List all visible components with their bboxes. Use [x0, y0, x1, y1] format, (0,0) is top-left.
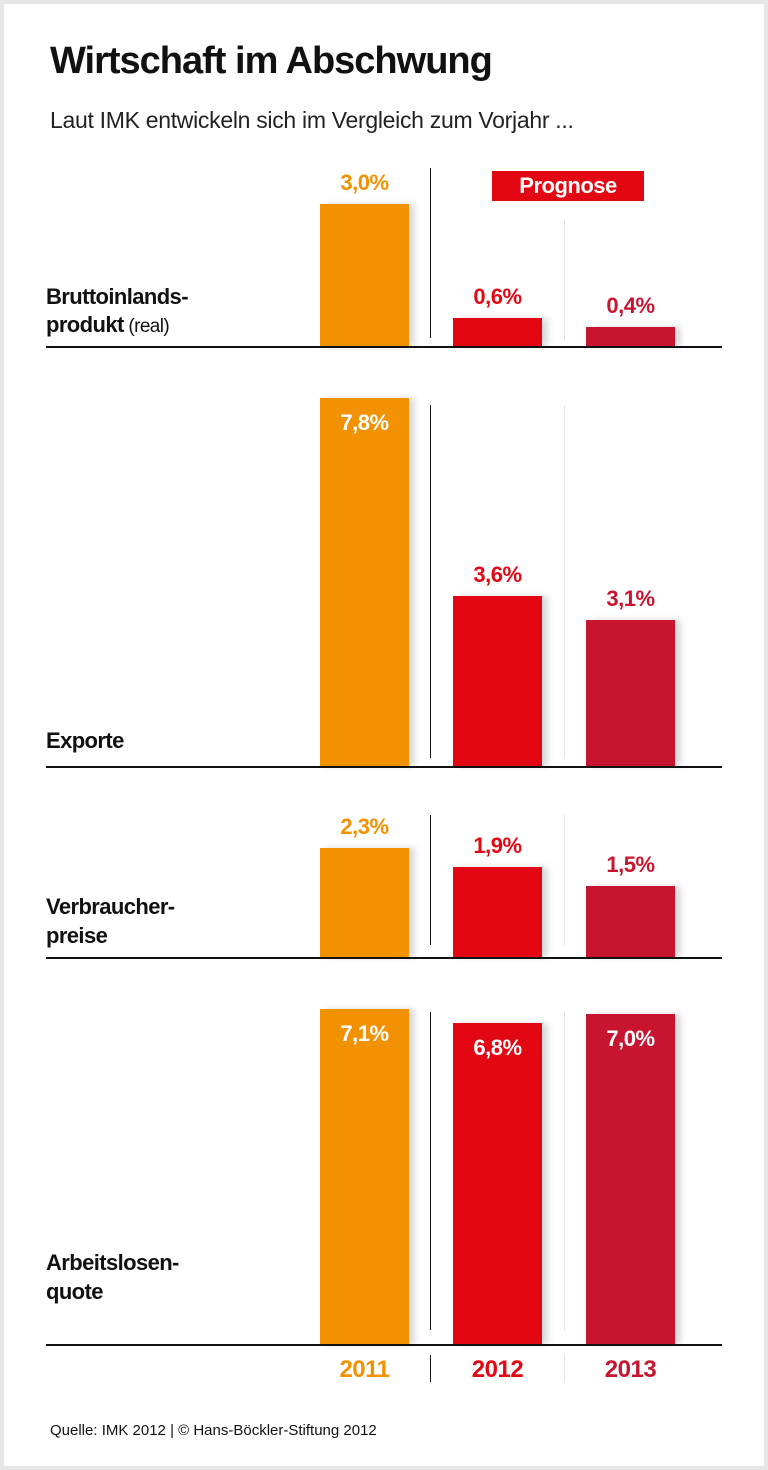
row-label-text: quote: [46, 1279, 103, 1304]
source-note: Quelle: IMK 2012 | © Hans-Böckler-Stiftu…: [50, 1422, 377, 1439]
value-label: 7,0%: [606, 1026, 655, 1051]
divider-line-light: [564, 1355, 565, 1382]
baseline: [46, 346, 722, 348]
divider-line-light: [564, 1012, 565, 1330]
bar-2011: [320, 204, 409, 346]
baseline: [46, 766, 722, 768]
divider-line-light: [564, 815, 565, 945]
row-label-line2: quote: [46, 1278, 103, 1306]
bar-2011: [320, 848, 409, 957]
value-label: 0,6%: [473, 284, 522, 309]
bar-2012: [453, 1023, 542, 1344]
value-label: 0,4%: [606, 293, 655, 318]
row-label-text: preise: [46, 923, 108, 948]
row-label-note: (real): [124, 316, 169, 337]
divider-line: [430, 168, 431, 338]
bar-2013: [586, 620, 675, 766]
divider-line: [430, 815, 431, 945]
value-label: 3,0%: [340, 170, 389, 195]
value-label: 2,3%: [340, 814, 389, 839]
prognose-badge: Prognose: [492, 171, 644, 201]
value-label: 1,5%: [606, 852, 655, 877]
row-label: Bruttoinlands-: [46, 284, 189, 309]
baseline: [46, 1344, 722, 1346]
row-label: Verbraucher-: [46, 894, 175, 919]
divider-line: [430, 1355, 431, 1382]
row-label-line2: produkt (real): [46, 311, 170, 341]
value-label: 7,1%: [340, 1021, 389, 1046]
bar-2011: [320, 1009, 409, 1344]
bar-2012: [453, 596, 542, 766]
row-label: Exporte: [46, 728, 124, 753]
value-label: 3,6%: [473, 562, 522, 587]
bar-2011: [320, 398, 409, 766]
year-label-2012: 2012: [471, 1356, 524, 1383]
row-label: Arbeitslosen-: [46, 1250, 179, 1275]
value-label: 1,9%: [473, 833, 522, 858]
chart-subtitle: Laut IMK entwickeln sich im Vergleich zu…: [50, 107, 574, 133]
row-label-note-text: (real): [128, 316, 170, 337]
year-label-2013: 2013: [604, 1356, 657, 1383]
infographic-card: Wirtschaft im Abschwung Laut IMK entwick…: [4, 4, 764, 1466]
bar-2013: [586, 886, 675, 957]
divider-line: [430, 405, 431, 758]
row-label-text: produkt: [46, 312, 124, 337]
bar-2013: [586, 327, 675, 346]
divider-line-light: [564, 405, 565, 758]
baseline: [46, 957, 722, 959]
value-label: 6,8%: [473, 1035, 522, 1060]
value-label: 7,8%: [340, 410, 389, 435]
bar-2012: [453, 867, 542, 957]
year-label-2011: 2011: [339, 1356, 390, 1383]
chart-title: Wirtschaft im Abschwung: [50, 40, 493, 82]
bar-2012: [453, 318, 542, 346]
row-label-line2: preise: [46, 922, 108, 950]
value-label: 3,1%: [606, 586, 655, 611]
divider-line: [430, 1012, 431, 1330]
divider-line-light: [564, 220, 565, 340]
bar-2013: [586, 1014, 675, 1344]
